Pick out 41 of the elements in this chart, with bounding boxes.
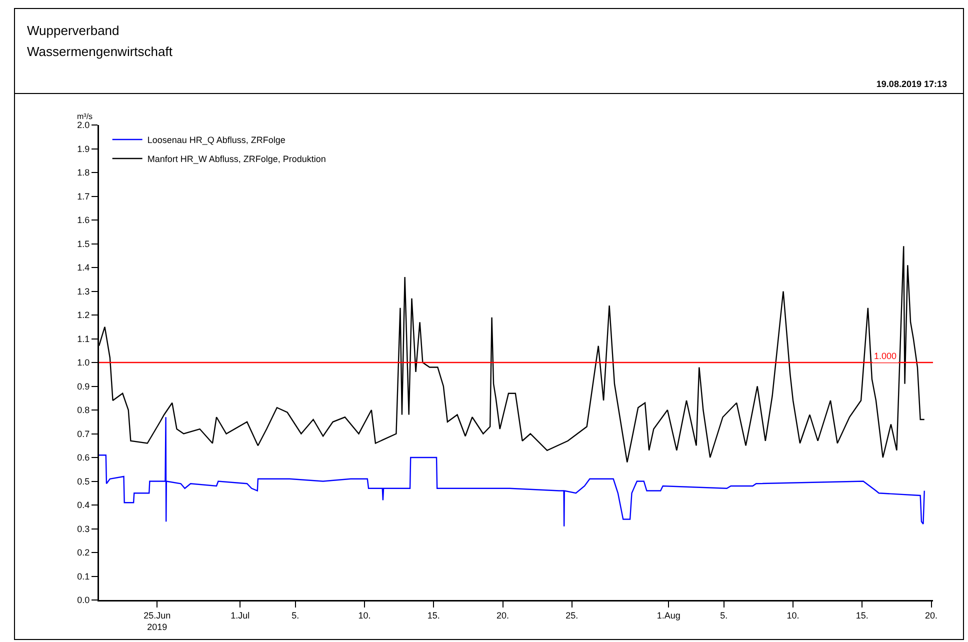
x-tick-label: 25.Jun 2019 [144, 610, 171, 632]
text: 19.08.2019 17:13 [876, 79, 947, 89]
x-tick-label: 1.Aug [656, 610, 680, 620]
x-tick-label: 5. [720, 610, 728, 620]
legend-label: Loosenau HR_Q Abfluss, ZRFolge [147, 135, 286, 146]
y-tick-label: 0.2 [77, 548, 90, 558]
y-tick-label: 0.5 [77, 476, 90, 486]
y-tick-label: 0.1 [77, 571, 90, 582]
y-tick-label: 1.6 [77, 215, 90, 226]
y-tick-label: 1.7 [77, 191, 90, 202]
x-tick-label: 20. [496, 610, 510, 620]
y-axis-title: m³/s [77, 112, 93, 121]
ref-line-label: 1.000 [874, 351, 897, 361]
x-tick-label: 20. [925, 610, 938, 620]
x-tick-label: 10. [786, 610, 800, 620]
x-tick-label: 15. [427, 610, 440, 620]
y-tick-label: 0.4 [77, 500, 90, 510]
y-tick-label: 1.2 [77, 310, 90, 320]
line-series [99, 416, 925, 527]
y-tick-label: 1.8 [77, 168, 90, 178]
x-tick-label: 15. [856, 610, 868, 620]
y-tick-label: 1.4 [77, 262, 90, 273]
y-tick-label: 1.9 [77, 144, 90, 154]
y-tick-label: 2.0 [77, 120, 90, 130]
y-tick-label: 1.5 [77, 238, 90, 249]
y-tick-label: 1.0 [77, 358, 90, 368]
chart-title: Wupperverband [27, 23, 120, 38]
x-tick-label: 25. [566, 610, 578, 620]
y-tick-label: 0.9 [77, 381, 90, 392]
y-tick-label: 0.0 [77, 595, 90, 606]
x-tick-label: 1.Jul [230, 610, 250, 620]
x-tick-label: 5. [292, 610, 300, 620]
y-tick-label: 0.6 [77, 452, 90, 463]
y-tick-label: 0.3 [77, 524, 90, 534]
legend-label: Manfort HR_W Abfluss, ZRFolge, Produktion [147, 154, 326, 164]
y-tick-label: 1.1 [77, 334, 90, 344]
y-tick-label: 0.7 [77, 428, 90, 439]
x-tick-label: 10. [358, 610, 371, 620]
y-tick-label: 1.3 [77, 286, 90, 296]
y-tick-label: 0.8 [77, 405, 90, 416]
chart-subtitle: Wassermengenwirtschaft [27, 44, 172, 59]
